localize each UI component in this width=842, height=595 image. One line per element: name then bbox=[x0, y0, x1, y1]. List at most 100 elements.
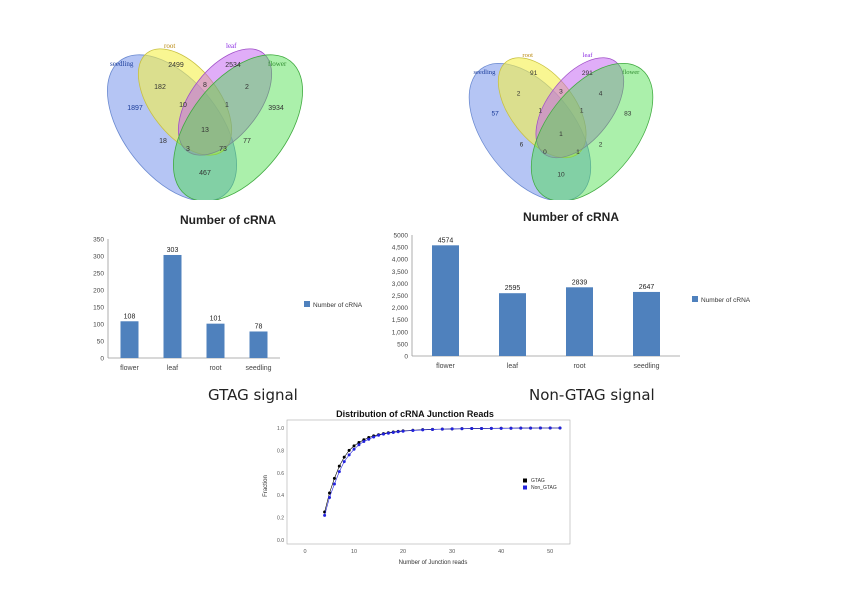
data-label-leaf: 303 bbox=[167, 247, 179, 254]
y-tick-label: 0.2 bbox=[277, 516, 284, 522]
y-tick-label: 0.6 bbox=[277, 471, 284, 477]
region-seedling-only: 57 bbox=[491, 110, 499, 117]
bar-seedling bbox=[249, 331, 268, 358]
point-Non_GTAG bbox=[328, 495, 332, 499]
data-label-root: 101 bbox=[210, 316, 222, 323]
data-label-leaf: 2595 bbox=[505, 285, 521, 292]
point-Non_GTAG bbox=[460, 427, 464, 431]
y-tick-label: 2,000 bbox=[392, 305, 409, 312]
y-tick-label: 4,500 bbox=[392, 245, 409, 252]
y-tick-label: 3,000 bbox=[392, 281, 409, 288]
chart-title: Distribution of cRNA Junction Reads bbox=[336, 409, 494, 419]
caption-non-gtag: Non-GTAG signal bbox=[529, 386, 655, 404]
bar-flower bbox=[120, 321, 139, 358]
y-tick-label: 3,500 bbox=[392, 269, 409, 276]
region-seedling-leaf: 18 bbox=[159, 138, 167, 145]
bar-chart-non-gtag: 0 500 1,000 1,500 2,000 2,500 3,000 3,500 4,000 4… bbox=[392, 233, 751, 371]
venn-set-flower bbox=[173, 54, 303, 200]
bar-chart-gtag: 0 50 100 150 200 250 300 350 108 flower 303 leaf 101… bbox=[93, 237, 363, 373]
point-GTAG bbox=[332, 476, 336, 480]
point-Non_GTAG bbox=[357, 443, 361, 447]
region-seedling-leaf-flower: 3 bbox=[186, 146, 190, 153]
point-Non_GTAG bbox=[367, 437, 371, 441]
venn-diagram-non-gtag: seedling root leaf flower 57 91 291 83 2… bbox=[468, 52, 654, 200]
data-label-root: 2839 bbox=[572, 279, 588, 286]
y-tick-label: 4,000 bbox=[392, 257, 409, 264]
legend-swatch-Non_GTAG bbox=[523, 485, 527, 490]
plot-frame bbox=[286, 419, 571, 545]
series-line-GTAG bbox=[324, 427, 560, 513]
x-tick-label-seedling: seedling bbox=[633, 363, 659, 370]
y-tick-label: 5000 bbox=[394, 233, 409, 240]
point-Non_GTAG bbox=[509, 426, 513, 430]
region-leaf-flower: 4 bbox=[599, 91, 603, 98]
region-root-leaf: 8 bbox=[203, 82, 207, 89]
x-tick-label-flower: flower bbox=[436, 363, 455, 370]
point-Non_GTAG bbox=[411, 428, 415, 432]
point-Non_GTAG bbox=[421, 428, 425, 432]
point-Non_GTAG bbox=[323, 513, 327, 517]
venn-set-leaf bbox=[177, 48, 273, 156]
x-tick-label-root: root bbox=[209, 365, 221, 372]
bar-flower bbox=[432, 245, 459, 356]
data-label-flower: 4574 bbox=[438, 237, 454, 244]
series-line-Non_GTAG bbox=[324, 427, 560, 516]
y-tick-label: 100 bbox=[93, 322, 104, 329]
y-tick-label: 1.0 bbox=[277, 426, 284, 432]
region-root-leaf: 3 bbox=[559, 89, 563, 96]
point-Non_GTAG bbox=[391, 430, 395, 434]
venn-set-label-seedling: seedling bbox=[473, 69, 496, 76]
y-tick-label: 300 bbox=[93, 254, 104, 261]
x-tick-label: 30 bbox=[449, 549, 455, 555]
y-tick-label: 350 bbox=[93, 237, 104, 244]
point-GTAG bbox=[342, 455, 346, 459]
point-Non_GTAG bbox=[342, 460, 346, 464]
point-GTAG bbox=[357, 441, 361, 445]
venn-set-label-leaf: leaf bbox=[583, 52, 594, 59]
venn-set-label-flower: flower bbox=[622, 69, 640, 76]
venn-set-leaf bbox=[535, 57, 625, 159]
x-tick-label-seedling: seedling bbox=[245, 365, 271, 372]
point-GTAG bbox=[337, 464, 341, 468]
legend-swatch-GTAG bbox=[523, 478, 527, 483]
y-tick-label: 1,500 bbox=[392, 317, 409, 324]
region-flower-only: 83 bbox=[624, 110, 632, 117]
point-Non_GTAG bbox=[519, 426, 523, 430]
y-tick-label: 200 bbox=[93, 288, 104, 295]
point-Non_GTAG bbox=[431, 427, 434, 431]
legend-label: Number of cRNA bbox=[313, 302, 363, 309]
y-tick-label: 0.0 bbox=[277, 538, 284, 544]
y-tick-label: 150 bbox=[93, 305, 104, 312]
region-seedling-root-leaf: 1 bbox=[538, 107, 542, 114]
x-tick-label-leaf: leaf bbox=[167, 365, 178, 372]
x-tick-label: 10 bbox=[351, 549, 357, 555]
region-root-flower: 2 bbox=[599, 141, 603, 148]
x-tick-label-root: root bbox=[573, 363, 585, 370]
point-Non_GTAG bbox=[470, 427, 474, 431]
region-seedling-flower: 467 bbox=[199, 170, 211, 177]
venn-set-label-root: root bbox=[522, 52, 533, 59]
venn-set-flower bbox=[530, 62, 654, 200]
point-Non_GTAG bbox=[440, 427, 444, 431]
venn-region-labels: 57 91 291 83 2 3 4 1 1 6 1 2 0 1 10 bbox=[491, 70, 631, 179]
point-Non_GTAG bbox=[381, 432, 385, 436]
point-Non_GTAG bbox=[499, 426, 503, 430]
bar-chart-title-non-gtag: Number of cRNA bbox=[523, 210, 620, 224]
point-Non_GTAG bbox=[450, 427, 454, 431]
point-Non_GTAG bbox=[386, 431, 390, 435]
venn-set-label-seedling: seedling bbox=[110, 60, 134, 68]
x-tick-label: 40 bbox=[498, 549, 504, 555]
region-root-only: 2499 bbox=[168, 62, 184, 69]
point-Non_GTAG bbox=[401, 429, 405, 433]
y-tick-label: 2,500 bbox=[392, 293, 409, 300]
venn-set-label-flower: flower bbox=[268, 60, 287, 68]
x-tick-label: 20 bbox=[400, 549, 406, 555]
region-seedling-leaf-flower: 0 bbox=[543, 149, 547, 156]
venn-set-label-root: root bbox=[164, 42, 175, 50]
region-seedling-leaf: 6 bbox=[520, 141, 524, 148]
bar-seedling bbox=[633, 291, 660, 356]
point-Non_GTAG bbox=[337, 470, 341, 474]
x-tick-label-flower: flower bbox=[120, 365, 139, 372]
region-seedling-root: 182 bbox=[154, 84, 166, 91]
venn-set-label-leaf: leaf bbox=[226, 42, 237, 50]
